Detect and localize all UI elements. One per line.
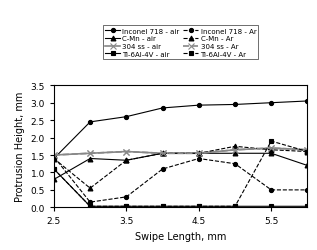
Legend: Inconel 718 - air, C-Mn - air, 304 ss - air, Ti-6Al-4V - air, Inconel 718 - Ar, : Inconel 718 - air, C-Mn - air, 304 ss - … bbox=[103, 26, 258, 60]
X-axis label: Swipe Length, mm: Swipe Length, mm bbox=[135, 231, 226, 241]
Y-axis label: Protrusion Height, mm: Protrusion Height, mm bbox=[15, 92, 25, 202]
